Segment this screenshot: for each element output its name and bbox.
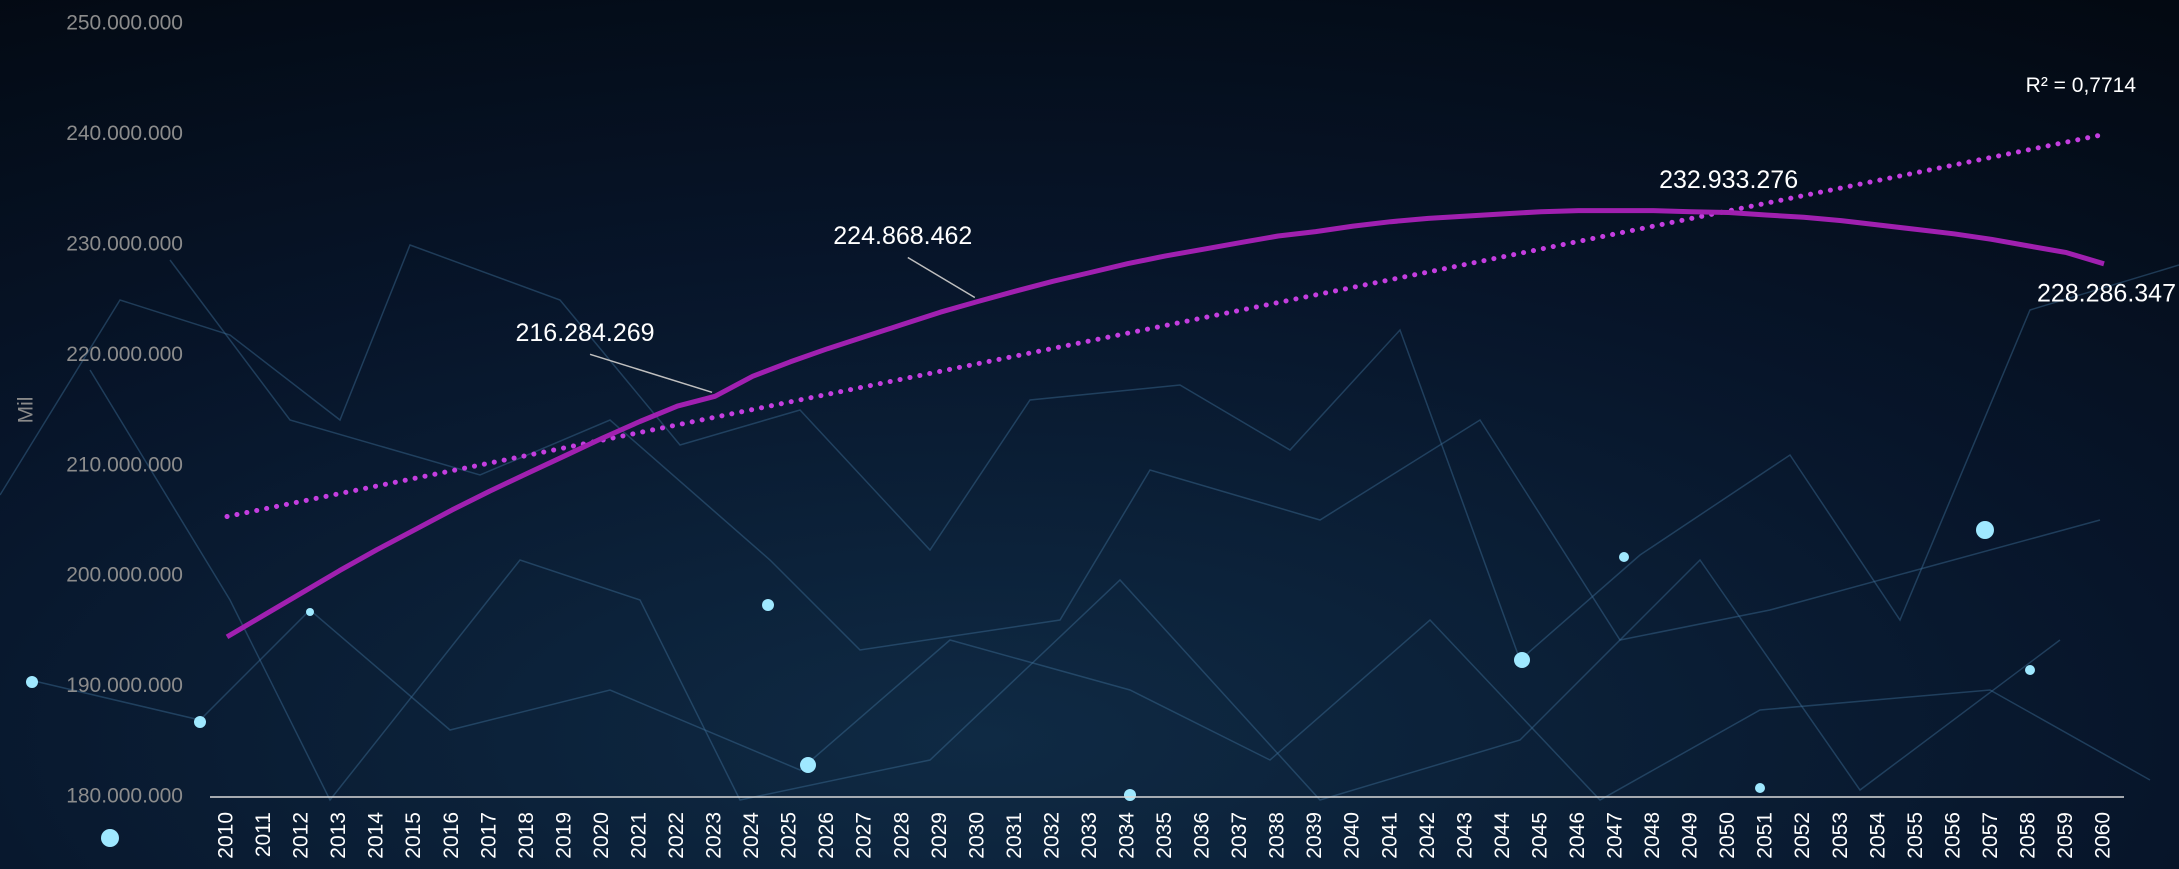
x-tick-label: 2010 [215, 812, 238, 859]
x-tick-label: 2030 [965, 812, 988, 859]
x-tick-label: 2046 [1566, 812, 1589, 859]
trendline [224, 131, 2107, 520]
x-tick-label: 2056 [1941, 812, 1964, 859]
x-tick-label: 2041 [1378, 812, 1401, 859]
x-tick-label: 2033 [1078, 812, 1101, 859]
data-label: 224.868.462 [833, 222, 972, 250]
data-label: 228.286.347 [2037, 279, 2176, 307]
network-decoration [0, 244, 2179, 802]
x-tick-label: 2028 [890, 812, 913, 859]
y-tick-label: 190.000.000 [66, 674, 183, 697]
x-tick-label: 2050 [1716, 812, 1739, 859]
x-tick-label: 2058 [2016, 812, 2039, 859]
x-tick-label: 2038 [1266, 812, 1289, 859]
x-tick-label: 2031 [1003, 812, 1026, 859]
data-label: 232.933.276 [1659, 166, 1798, 194]
y-tick-label: 240.000.000 [66, 122, 183, 145]
x-tick-label: 2024 [740, 812, 763, 859]
x-tick-label: 2051 [1754, 812, 1777, 859]
x-tick-label: 2060 [2092, 812, 2115, 859]
y-tick-label: 220.000.000 [66, 343, 183, 366]
x-tick-label: 2025 [778, 812, 801, 859]
x-tick-label: 2034 [1116, 812, 1139, 859]
x-tick-label: 2012 [290, 812, 313, 859]
x-tick-label: 2029 [928, 812, 951, 859]
x-tick-label: 2026 [815, 812, 838, 859]
x-tick-label: 2013 [327, 812, 350, 859]
leader-line [589, 353, 713, 394]
y-tick-label: 200.000.000 [66, 564, 183, 587]
x-tick-label: 2020 [590, 812, 613, 859]
data-label: 216.284.269 [516, 319, 655, 347]
x-tick-label: 2027 [853, 812, 876, 859]
x-tick-label: 2037 [1228, 812, 1251, 859]
x-tick-label: 2035 [1153, 812, 1176, 859]
x-tick-label: 2052 [1791, 812, 1814, 859]
x-tick-label: 2048 [1641, 812, 1664, 859]
x-tick-label: 2018 [515, 812, 538, 859]
x-tick-label: 2017 [477, 812, 500, 859]
x-tick-label: 2043 [1453, 812, 1476, 859]
x-tick-label: 2045 [1528, 812, 1551, 859]
y-tick-label: 230.000.000 [66, 232, 183, 255]
x-tick-label: 2040 [1341, 812, 1364, 859]
x-tick-label: 2055 [1904, 812, 1927, 859]
x-tick-label: 2021 [627, 812, 650, 859]
x-tick-label: 2059 [2054, 812, 2077, 859]
x-tick-label: 2023 [703, 812, 726, 859]
leader-line [907, 256, 976, 299]
x-tick-label: 2049 [1679, 812, 1702, 859]
x-tick-label: 2042 [1416, 812, 1439, 859]
x-tick-label: 2053 [1829, 812, 1852, 859]
y-tick-label: 210.000.000 [66, 453, 183, 476]
x-tick-label: 2019 [552, 812, 575, 859]
x-tick-label: 2054 [1866, 812, 1889, 859]
network-nodes [26, 521, 2035, 847]
x-tick-label: 2015 [402, 812, 425, 859]
r-squared-label: R² = 0,7714 [2026, 74, 2137, 97]
x-tick-label: 2036 [1191, 812, 1214, 859]
x-tick-label: 2044 [1491, 812, 1514, 859]
x-tick-label: 2011 [252, 812, 275, 857]
x-tick-label: 2032 [1040, 812, 1063, 859]
x-tick-label: 2047 [1604, 812, 1627, 859]
series-line [225, 208, 2105, 640]
x-tick-label: 2039 [1303, 812, 1326, 859]
x-tick-label: 2022 [665, 812, 688, 859]
y-axis-label: Mil [15, 397, 38, 424]
x-tick-label: 2016 [440, 812, 463, 859]
y-tick-label: 180.000.000 [66, 785, 183, 808]
x-tick-label: 2057 [1979, 812, 2002, 859]
y-tick-label: 250.000.000 [66, 12, 183, 35]
x-tick-label: 2014 [365, 812, 388, 859]
